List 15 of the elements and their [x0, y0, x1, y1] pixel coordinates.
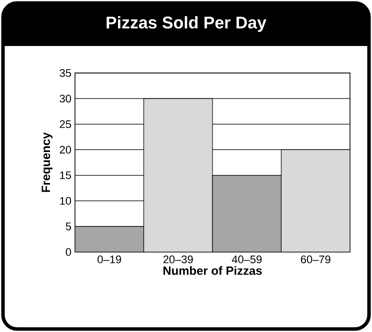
y-tick-label: 0	[66, 248, 72, 256]
x-axis-title: Number of Pizzas	[163, 266, 262, 275]
y-tick-label: 25	[60, 120, 72, 128]
y-tick-label: 10	[60, 196, 72, 205]
x-tick-label: 0–19	[98, 256, 122, 264]
y-tick-label: 30	[60, 94, 72, 102]
chart-title: Pizzas Sold Per Day	[106, 16, 266, 32]
y-tick-label: 20	[60, 146, 72, 154]
x-tick-label: 40–59	[232, 256, 262, 264]
y-tick-label: 5	[66, 222, 72, 230]
y-tick-label: 35	[60, 69, 72, 77]
x-tick-label: 60–79	[300, 256, 330, 264]
y-axis-title: Frequency	[42, 132, 52, 192]
y-tick-label: 15	[60, 171, 72, 180]
x-tick-label: 20–39	[163, 256, 193, 264]
